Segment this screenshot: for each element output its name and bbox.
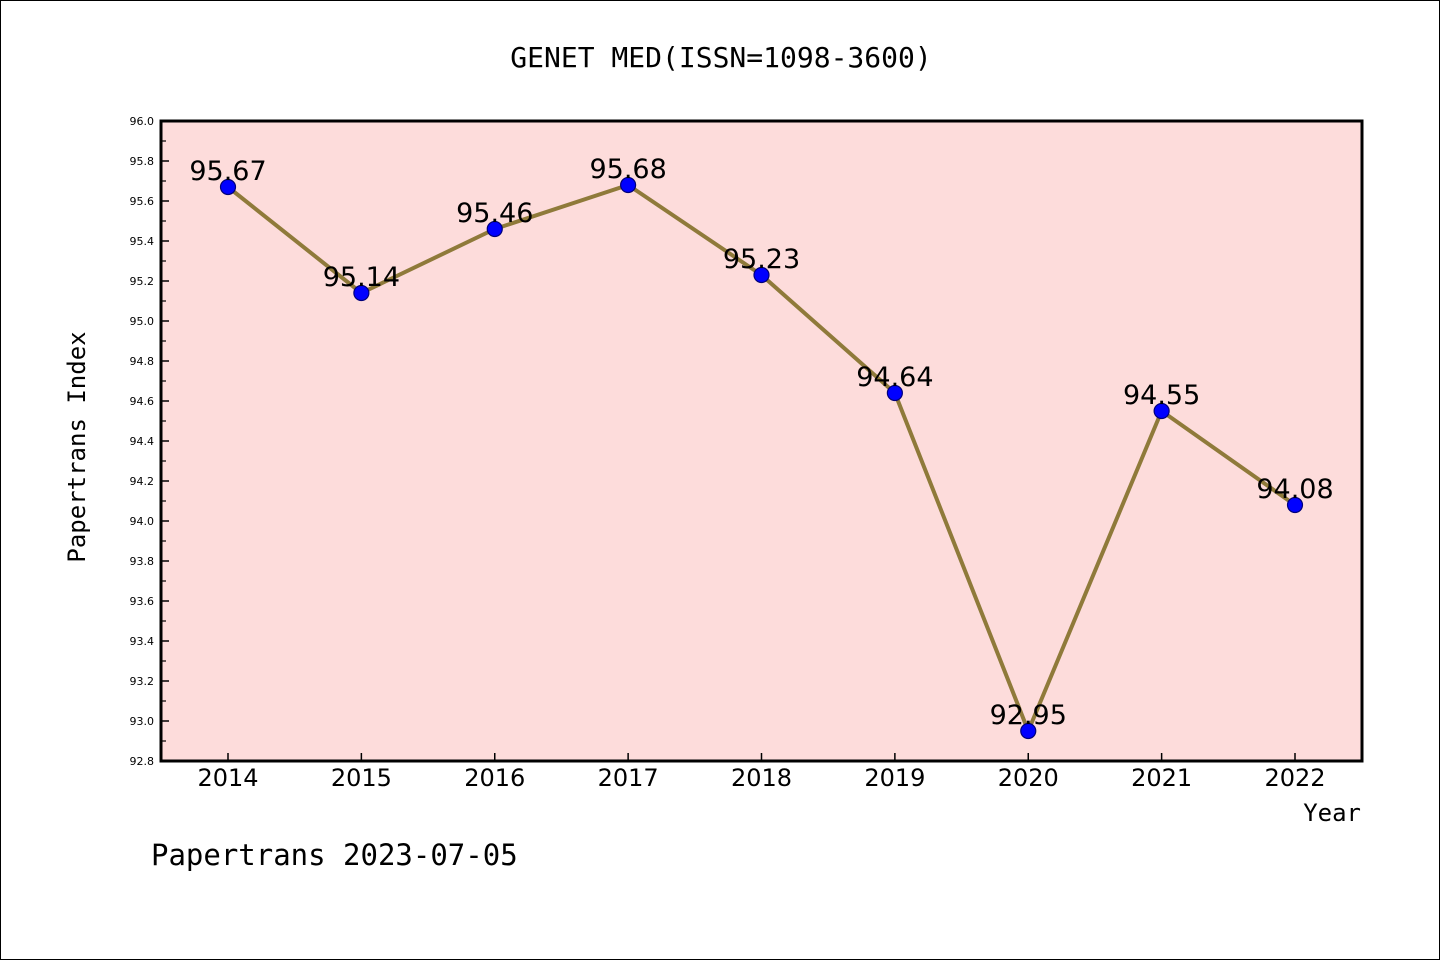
plot-border [159, 119, 1364, 763]
y-axis-title: Papertrans Index [63, 331, 91, 562]
data-label-layer: 95.67 95.14 95.46 95.68 95.23 94.64 92.95 94.55… [189, 154, 1333, 731]
y-axis: 92.8 93.0 93.2 93.4 93.6 93.8 94.0 94.2 94.4 94.6… [130, 115, 169, 768]
y-tick-label: 94.2 [130, 475, 155, 488]
y-tick-label: 92.8 [130, 755, 155, 768]
x-tick-label: 2015 [331, 764, 392, 792]
x-tick-label: 2021 [1131, 764, 1192, 792]
y-tick-label: 95.4 [130, 235, 155, 248]
x-tick-label: 2016 [464, 764, 525, 792]
data-point [353, 284, 370, 302]
data-label: 95.23 [723, 244, 800, 275]
plot-area [161, 121, 1362, 761]
data-point [1153, 402, 1170, 420]
y-tick-label: 95.6 [130, 195, 155, 208]
chart-title: GENET MED(ISSN=1098-3600) [510, 41, 931, 74]
data-label: 95.67 [189, 156, 266, 187]
data-point [486, 220, 503, 238]
data-label: 94.64 [856, 362, 933, 393]
y-tick-label: 94.0 [130, 515, 155, 528]
y-tick-label: 93.8 [130, 555, 155, 568]
x-tick-label: 2018 [731, 764, 792, 792]
y-tick-label: 94.4 [130, 435, 155, 448]
data-point [1020, 722, 1037, 740]
x-tick-label: 2019 [864, 764, 925, 792]
x-axis-title: Year [1303, 799, 1361, 827]
data-label: 92.95 [990, 700, 1067, 731]
data-label: 94.55 [1123, 380, 1200, 411]
x-tick-label: 2014 [197, 764, 258, 792]
y-tick-label: 96.0 [130, 115, 155, 128]
y-tick-label: 93.6 [130, 595, 155, 608]
footer-credit: Papertrans 2023-07-05 [151, 838, 518, 872]
data-label: 95.68 [589, 154, 666, 185]
data-point [219, 178, 237, 196]
y-tick-label: 93.4 [130, 635, 155, 648]
y-tick-label: 94.8 [130, 355, 155, 368]
data-label: 95.14 [323, 262, 400, 293]
data-point [886, 384, 903, 402]
data-point [620, 176, 637, 194]
x-tick-label: 2020 [998, 764, 1059, 792]
data-point [753, 266, 770, 284]
data-label: 94.08 [1256, 474, 1333, 505]
y-tick-label: 94.6 [130, 395, 155, 408]
x-axis: 2014 2015 2016 2017 2018 2019 2020 2021 2022 [197, 753, 1326, 792]
y-tick-label: 93.2 [130, 675, 155, 688]
y-tick-label: 93.0 [130, 715, 155, 728]
x-tick-label: 2017 [598, 764, 659, 792]
x-tick-label: 2022 [1264, 764, 1325, 792]
y-tick-label: 95.8 [130, 155, 155, 168]
y-tick-label: 95.0 [130, 315, 155, 328]
data-point [1286, 496, 1304, 514]
data-label: 95.46 [456, 198, 533, 229]
y-tick-label: 95.2 [130, 275, 155, 288]
series-layer [219, 176, 1304, 740]
